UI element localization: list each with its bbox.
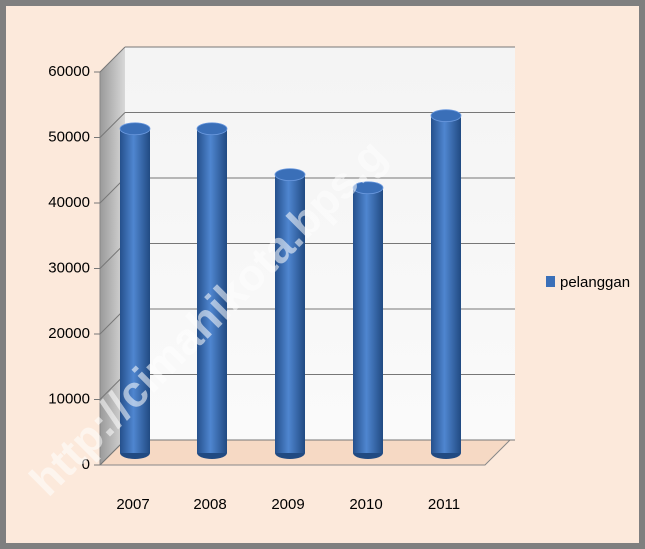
y-tick-label: 20000 [48,325,90,342]
bar [431,115,461,454]
grid-line-side [99,112,126,138]
bar [120,128,150,453]
bar [197,128,227,453]
bar-top [274,168,306,182]
bar-top [352,181,384,195]
bar [275,174,305,453]
y-tick-label: 50000 [48,128,90,145]
y-tick-label: 40000 [48,194,90,211]
bar [353,187,383,453]
legend-label: pelanggan [560,274,630,291]
bar-top [430,109,462,123]
y-tick-label: 30000 [48,259,90,276]
x-tick-label: 2011 [428,496,460,513]
bar-top [119,122,151,136]
y-tick-label: 60000 [48,63,90,80]
y-tick-label: 10000 [48,390,90,407]
x-tick-label: 2007 [116,496,149,513]
x-tick-label: 2010 [349,496,382,513]
grid-line-side [99,46,126,73]
y-tick-label: 0 [82,456,90,473]
legend-swatch [546,276,555,287]
x-tick-label: 2008 [193,496,226,513]
bar-top [196,122,228,136]
x-tick-label: 2009 [271,496,304,513]
